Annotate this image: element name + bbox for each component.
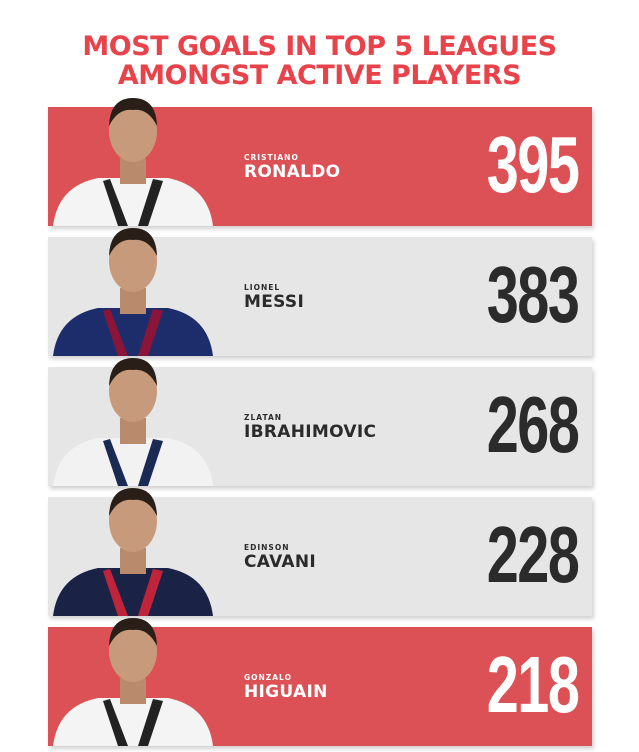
player-row: EDINSON CAVANI 228 — [48, 488, 592, 616]
player-first-name: ZLATAN — [244, 413, 283, 422]
goal-count: 268 — [486, 380, 579, 469]
goal-count: 218 — [486, 640, 579, 729]
player-last-name: MESSI — [244, 292, 305, 312]
player-photo — [53, 228, 213, 356]
player-first-name: CRISTIANO — [244, 153, 299, 162]
page-title: MOST GOALS IN TOP 5 LEAGUES AMONGST ACTI… — [0, 32, 639, 90]
player-row: GONZALO HIGUAIN 218 — [48, 618, 592, 746]
goal-count: 383 — [486, 250, 579, 339]
player-row: CRISTIANO RONALDO 395 — [48, 98, 592, 226]
player-last-name: IBRAHIMOVIC — [244, 422, 377, 442]
player-row: LIONEL MESSI 383 — [48, 228, 592, 356]
player-photo — [53, 618, 213, 746]
goal-count: 228 — [486, 510, 579, 599]
player-first-name: EDINSON — [244, 543, 290, 552]
title-line-2: AMONGST ACTIVE PLAYERS — [117, 60, 522, 91]
player-first-name: GONZALO — [244, 673, 292, 682]
player-last-name: HIGUAIN — [244, 682, 328, 702]
player-photo — [53, 98, 213, 226]
player-photo — [53, 358, 213, 486]
player-first-name: LIONEL — [244, 283, 281, 292]
player-last-name: CAVANI — [244, 552, 316, 572]
player-photo — [53, 488, 213, 616]
player-last-name: RONALDO — [244, 162, 341, 182]
title-line-1: MOST GOALS IN TOP 5 LEAGUES — [82, 31, 557, 62]
goal-count: 395 — [486, 120, 579, 209]
player-row: ZLATAN IBRAHIMOVIC 268 — [48, 358, 592, 486]
